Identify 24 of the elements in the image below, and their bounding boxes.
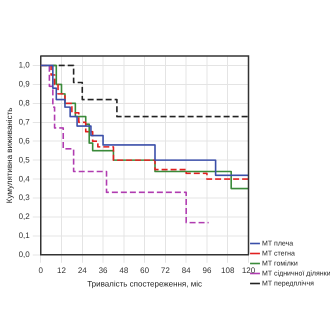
x-axis-title: Тривалість спостереження, міс xyxy=(87,279,202,288)
y-tick-label: 0,5 xyxy=(18,155,30,164)
y-tick-label: 1,0 xyxy=(18,60,30,70)
y-tick-label: 0,8 xyxy=(18,98,30,108)
x-tick-label: 72 xyxy=(160,266,170,275)
y-tick-label: 0,4 xyxy=(18,174,30,184)
x-tick-label: 84 xyxy=(182,266,192,275)
y-tick-label: 0,2 xyxy=(18,212,30,222)
x-tick-label: 0 xyxy=(38,266,44,275)
y-axis-title: Кумулятивна виживаність xyxy=(5,108,14,204)
x-tick-label: 60 xyxy=(140,266,150,275)
x-tick-label: 96 xyxy=(202,266,212,275)
y-tick-label: 0,6 xyxy=(18,136,30,146)
x-tick-label: 12 xyxy=(57,266,66,275)
y-tick-label: 0,1 xyxy=(18,231,30,240)
x-tick-label: 24 xyxy=(78,266,88,275)
x-tick-label: 108 xyxy=(221,266,235,275)
x-tick-label: 36 xyxy=(98,266,108,275)
y-tick-label: 0,0 xyxy=(18,250,30,260)
y-tick-label: 0,7 xyxy=(18,117,30,126)
x-tick-label: 120 xyxy=(242,266,256,275)
x-tick-label: 48 xyxy=(119,266,129,275)
y-tick-label: 0,3 xyxy=(18,193,30,202)
y-tick-label: 0,9 xyxy=(18,80,30,89)
